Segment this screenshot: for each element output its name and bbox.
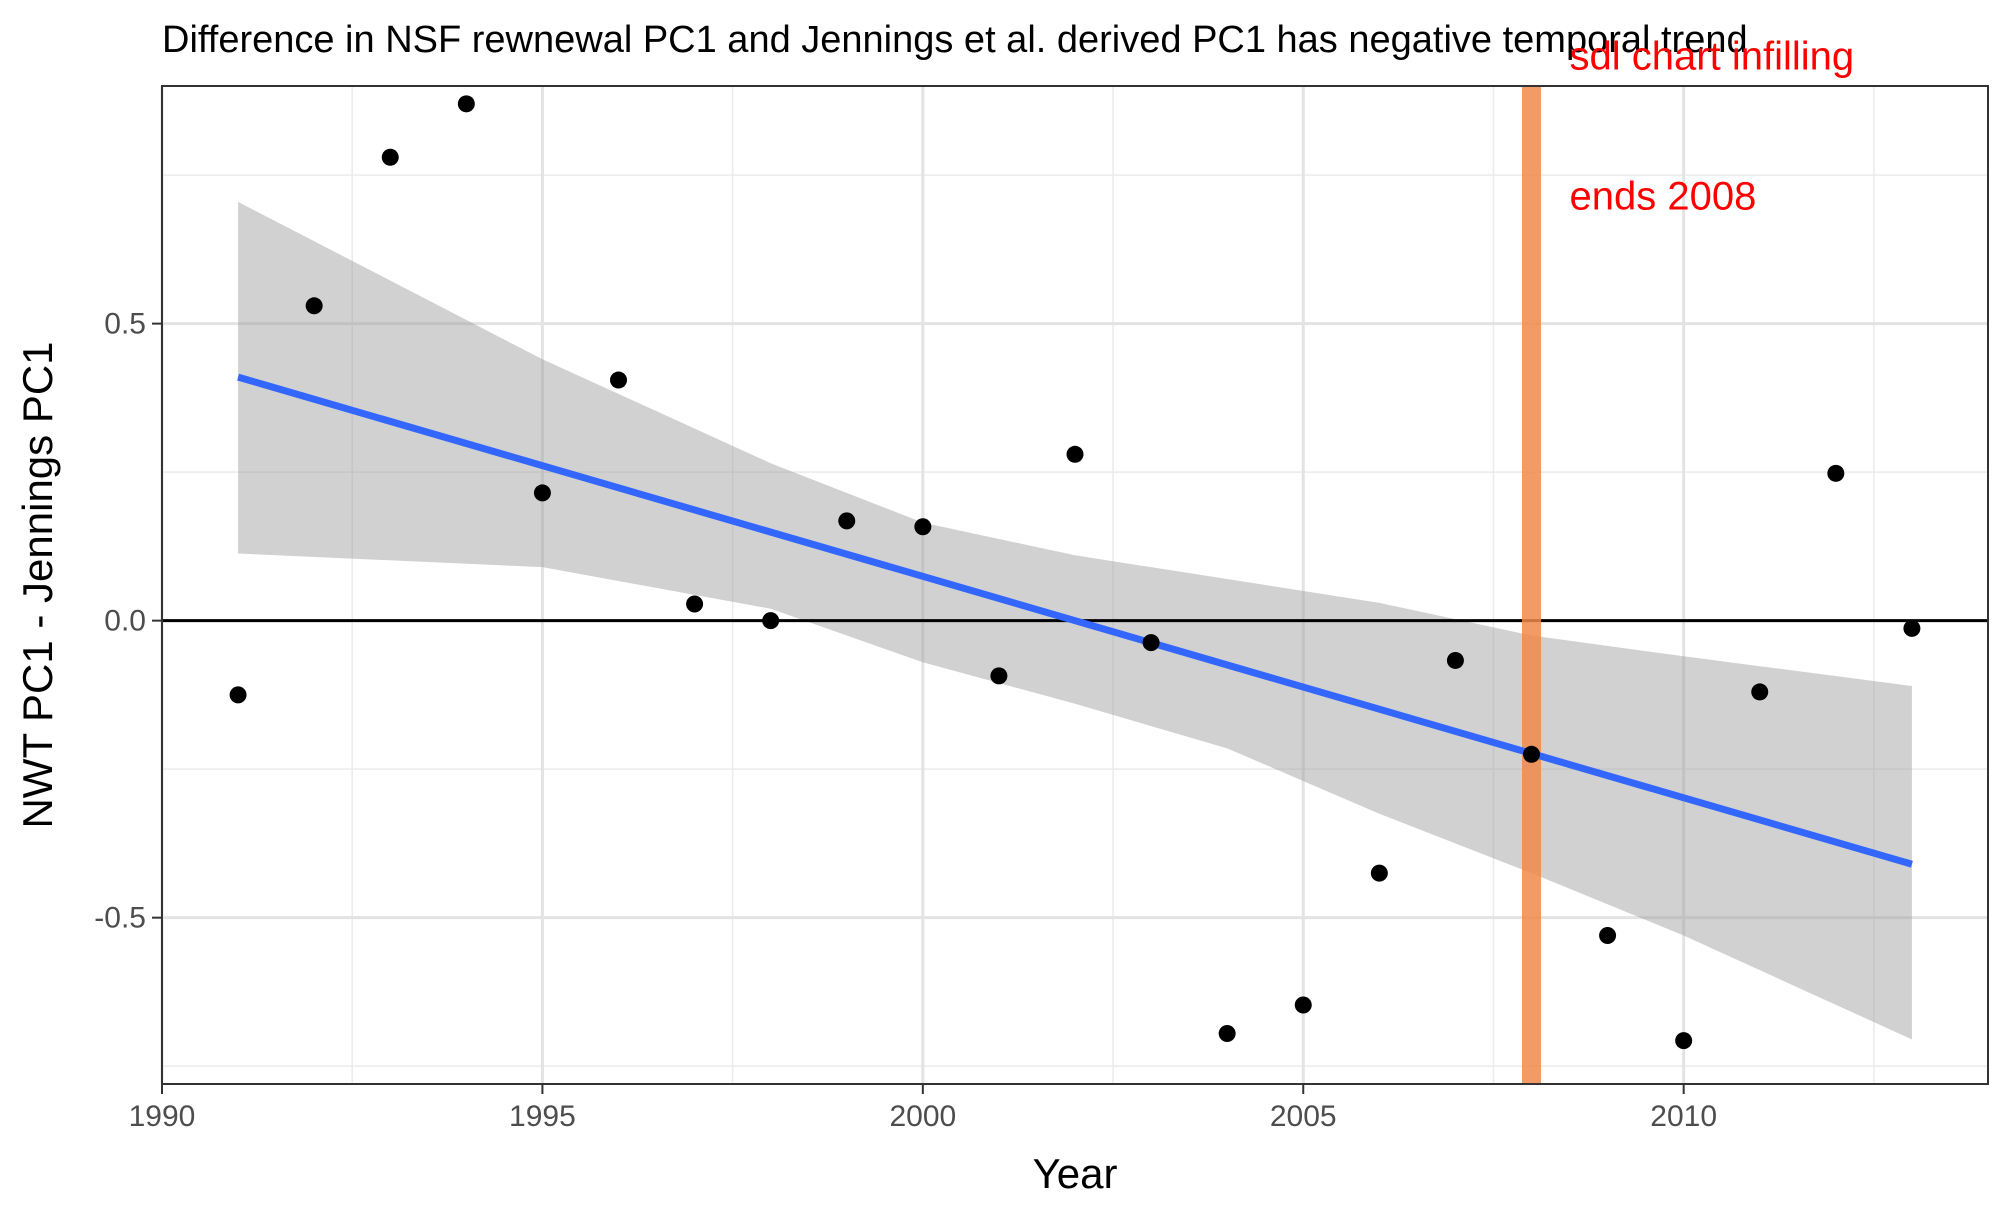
annotation-layer: sdl chart infilling ends 2008: [1570, 34, 1855, 218]
plot-panel: sdl chart infilling ends 2008: [160, 34, 1989, 1085]
trend-line-layer: [237, 373, 1913, 868]
y-tick-label: -0.5: [94, 902, 146, 935]
data-point: [229, 686, 247, 704]
data-point: [1370, 864, 1388, 882]
data-point: [990, 667, 1008, 685]
panel-border: [161, 85, 1989, 1085]
data-point: [533, 484, 551, 502]
points-layer: [229, 95, 1921, 1050]
data-point: [914, 518, 932, 536]
data-point: [1599, 926, 1617, 944]
data-point: [1827, 464, 1845, 482]
data-point: [1294, 996, 1312, 1014]
data-point: [762, 612, 780, 630]
data-point: [1446, 651, 1464, 669]
y-axis: -0.5 0.0 0.5: [94, 308, 162, 935]
x-tick-label: 2000: [889, 1100, 956, 1133]
data-point: [610, 371, 627, 389]
y-tick-label: 0.0: [104, 605, 146, 638]
x-axis: 1990 1995 2000 2005 2010: [129, 1084, 1717, 1133]
data-point: [1523, 745, 1540, 763]
chart-title: Difference in NSF rewnewal PC1 and Jenni…: [162, 19, 1748, 61]
x-tick-label: 1995: [509, 1100, 576, 1133]
data-point: [1903, 619, 1921, 637]
annotation-text: ends 2008: [1570, 174, 1757, 218]
annotation-text: sdl chart infilling: [1570, 34, 1855, 78]
data-point: [686, 595, 704, 613]
data-point: [838, 512, 856, 530]
data-point: [305, 297, 323, 315]
y-axis-title: NWT PC1 - Jennings PC1: [14, 341, 61, 828]
x-tick-label: 2005: [1270, 1100, 1337, 1133]
x-axis-title: Year: [1033, 1150, 1118, 1197]
data-point: [1142, 634, 1160, 652]
data-point: [1218, 1025, 1236, 1043]
y-tick-label: 0.5: [104, 308, 146, 341]
x-tick-label: 1990: [129, 1100, 196, 1133]
data-point: [381, 148, 399, 166]
data-point: [457, 95, 475, 113]
x-tick-label: 2010: [1650, 1100, 1717, 1133]
data-point: [1751, 683, 1769, 701]
trend-line: [237, 373, 1913, 868]
data-point: [1675, 1032, 1693, 1050]
data-point: [1066, 445, 1084, 463]
